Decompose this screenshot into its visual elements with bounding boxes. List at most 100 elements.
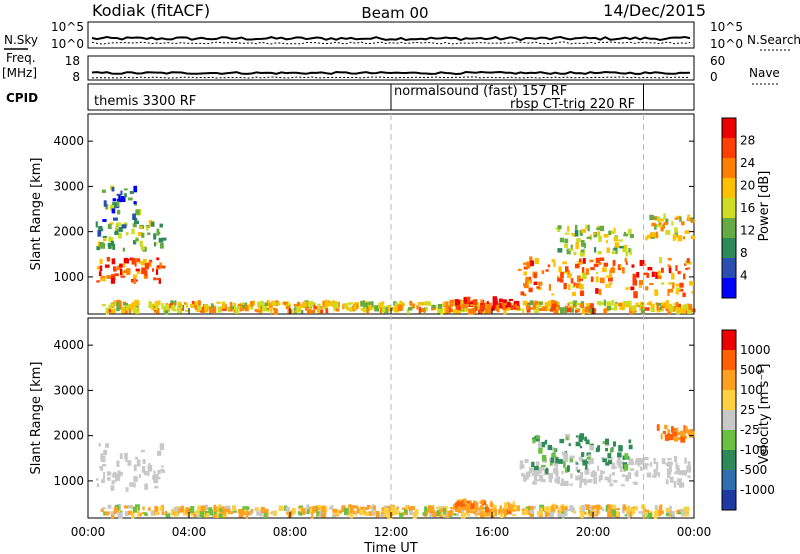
echo-cell [590,511,595,517]
echo-cell [135,238,139,241]
y-tick-label: 3000 [53,383,84,397]
echo-cell [178,306,182,312]
echo-cell [460,506,466,511]
echo-cell [551,447,555,452]
echo-cell [579,250,585,257]
echo-cell [569,483,574,486]
echo-cell [654,505,658,510]
echo-cell [611,251,616,254]
echo-cell [603,308,607,314]
echo-cell [587,509,590,514]
freq-tick-top: 18 [65,54,80,68]
echo-cell [567,465,570,472]
echo-cell [629,248,632,256]
echo-cell [555,457,559,464]
echo-cell [540,507,543,515]
echo-cell [672,234,676,241]
echo-cell [679,216,682,222]
echo-cell [502,508,508,514]
echo-cell [132,301,135,305]
echo-cell [558,459,563,464]
echo-cell [546,306,549,312]
echo-cell [677,307,683,313]
echo-cell [218,504,222,511]
echo-cell [600,470,603,476]
echo-cell [576,238,581,243]
echo-cell [688,304,693,310]
echo-cell [522,308,525,314]
echo-cell [110,303,113,307]
velocity-colorbar-tick: -25 [740,423,760,437]
echo-cell [416,305,419,310]
echo-cell [528,287,533,293]
echo-cell [154,511,157,516]
echo-cell [646,273,650,278]
echo-cell [576,275,581,283]
echo-cell [580,511,585,518]
echo-cell [491,305,496,311]
echo-cell [266,299,270,307]
echo-cell [605,447,608,452]
echo-cell [661,267,664,273]
echo-cell [584,468,590,475]
echo-cell [561,470,564,475]
freq-label-2: [MHz] [2,66,37,80]
echo-cell [580,240,585,247]
echo-cell [371,510,375,516]
echo-cell [528,276,531,282]
echo-cell [625,287,629,290]
echo-cell [683,425,686,432]
echo-cell [554,448,557,452]
echo-cell [541,441,546,448]
echo-cell [601,457,606,460]
echo-cell [586,303,591,309]
echo-cell [575,475,581,481]
echo-cell [244,509,247,514]
echo-cell [559,279,564,283]
echo-cell [309,305,312,310]
echo-cell [470,503,475,510]
velocity-colorbar-tick: -500 [740,463,767,477]
echo-cell [373,505,377,510]
echo-cell [137,510,140,517]
echo-cell [607,460,612,465]
echo-cell [536,305,539,313]
echo-cell [523,293,527,297]
echo-cell [568,284,571,290]
echo-cell [288,303,291,307]
echo-cell [684,263,687,266]
echo-cell [126,268,131,275]
echo-cell [675,301,679,307]
echo-cell [575,282,581,289]
echo-cell [586,236,592,239]
echo-cell [635,459,640,466]
echo-cell [363,302,369,309]
echo-cell [412,303,415,309]
echo-cell [148,507,151,511]
echo-cell [569,306,574,312]
echo-cell [186,513,190,518]
echo-cell [567,302,570,306]
echo-cell [429,511,434,517]
echo-cell [112,266,117,270]
echo-cell [245,506,250,511]
echo-cell [401,303,405,306]
echo-cell [608,504,612,510]
echo-cell [129,191,135,194]
echo-cell [425,512,429,516]
echo-cell [589,445,595,451]
echo-cell [540,465,545,471]
echo-cell [676,287,681,291]
echo-cell [118,226,123,232]
echo-cell [677,478,682,486]
echo-cell [583,242,586,249]
freq-panel: Freq. [MHz] 18 8 60 0 Nave [2,51,780,85]
echo-cell [359,511,363,516]
echo-cell [377,512,380,517]
echo-cell [676,215,682,220]
echo-cell [350,507,354,513]
echo-cell [478,507,481,511]
velocity-colorbar-tick: 1000 [740,343,771,357]
echo-cell [152,475,156,480]
echo-cell [563,243,568,248]
